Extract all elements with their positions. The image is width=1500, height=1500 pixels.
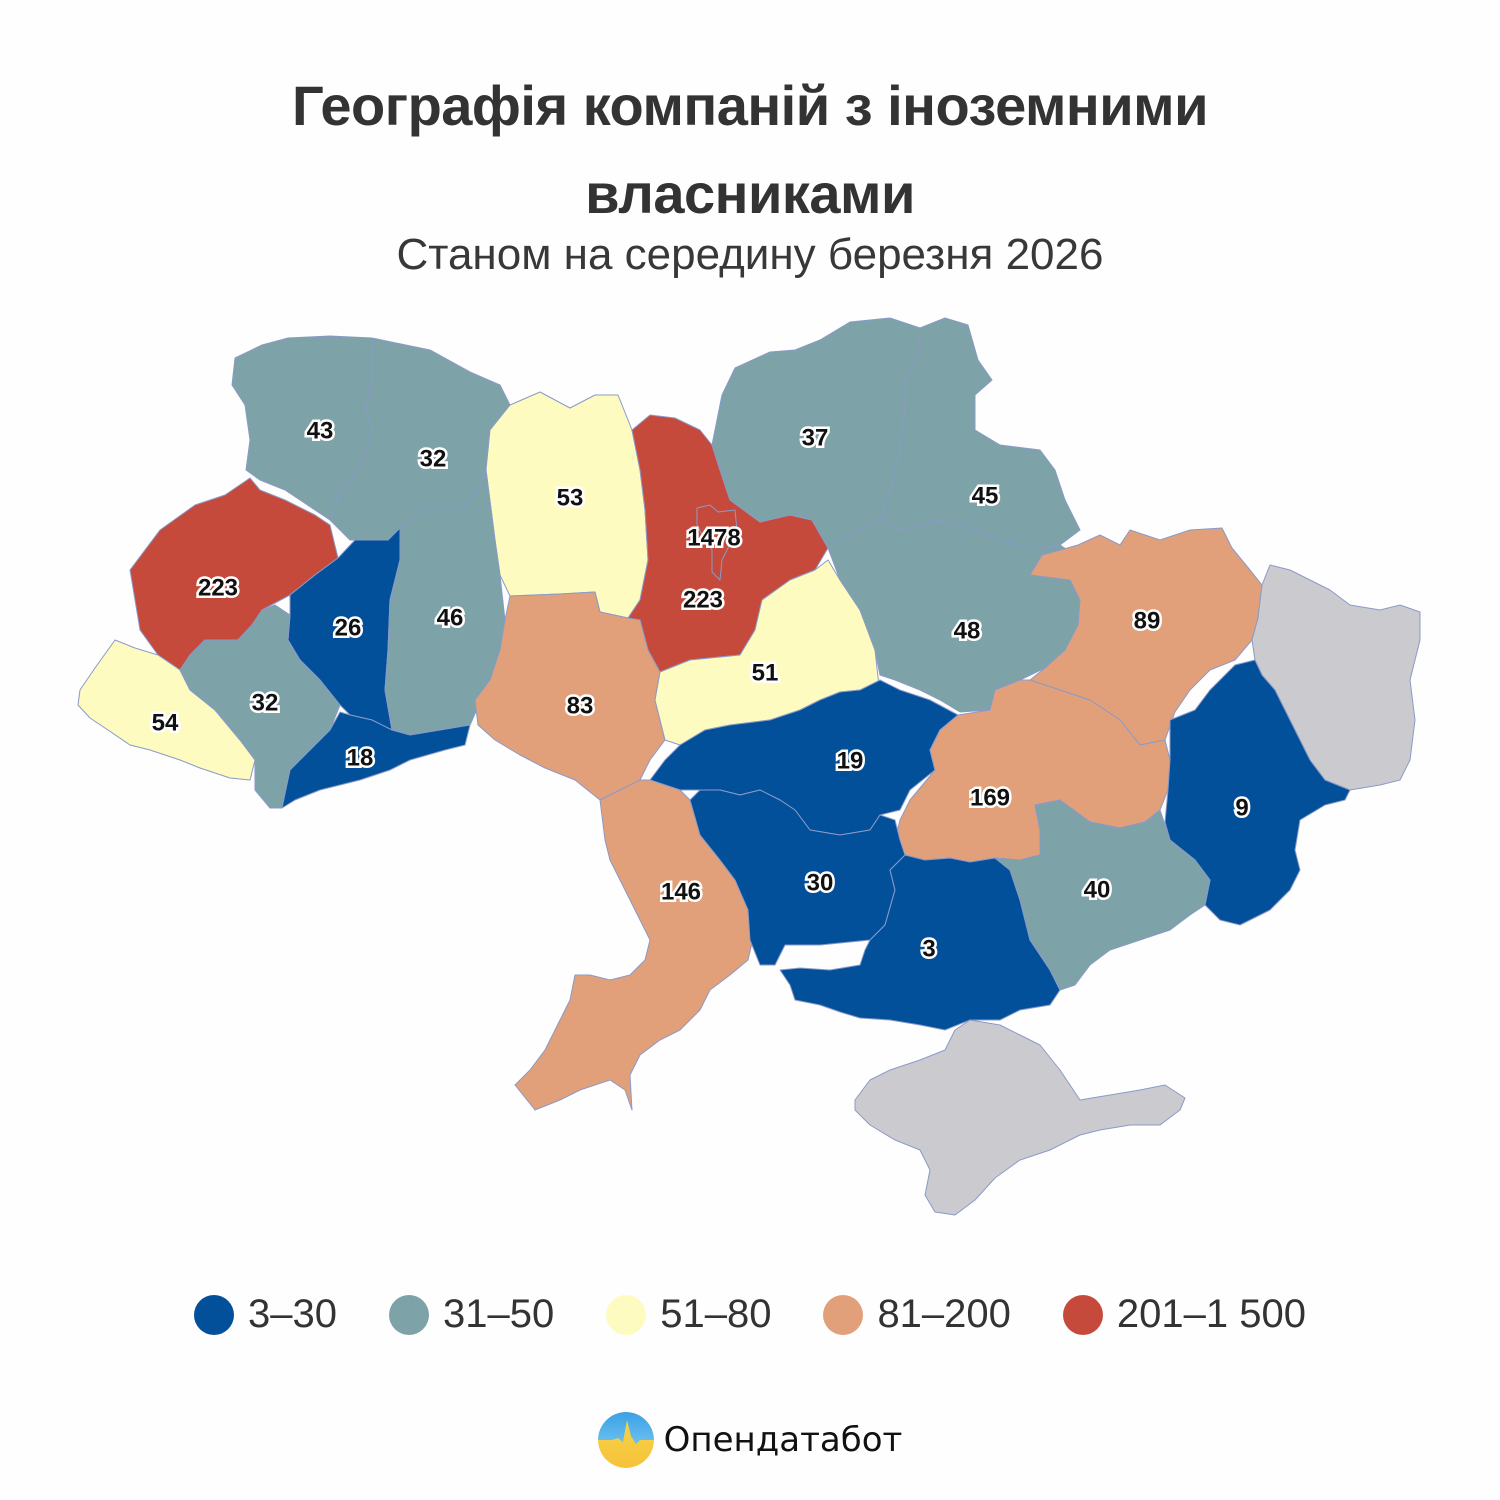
legend-label: 31–50 [442,1292,555,1336]
label-zhytomyr: 53 [557,484,584,511]
legend-item-201-1500: 201–1 500 [1062,1292,1307,1337]
legend-swatch-icon [193,1294,234,1335]
legend-label: 51–80 [660,1292,772,1336]
region-ivano-frankivsk[interactable] [179,604,341,809]
title-line-2: власниками [585,162,915,225]
region-kyiv-city[interactable] [696,504,738,581]
legend-label: 81–200 [877,1292,1011,1336]
label-chernivtsi: 18 [347,744,374,771]
label-donetsk: 9 [1235,794,1248,821]
brand-name: Опендатабот [663,1420,903,1460]
region-kherson[interactable] [779,854,1061,1031]
label-kyiv-city: 1478 [687,524,740,551]
label-khmelnytskyi: 46 [437,604,464,631]
region-kharkiv[interactable] [1029,527,1263,746]
label-poltava: 48 [954,617,981,644]
label-mykolaiv: 30 [807,869,834,896]
region-zaporizhzhia[interactable] [994,799,1211,991]
legend-swatch-icon [606,1294,647,1335]
brand-footer: Опендатабот [0,1412,1500,1468]
title-line-1: Географія компаній з іноземними [291,74,1209,137]
legend: 3–30 31–50 51–80 81–200 201–1 500 [0,1292,1500,1337]
legend-swatch-icon [388,1294,429,1335]
label-kirovohrad: 19 [837,747,864,774]
label-rivne: 32 [420,445,447,472]
legend-swatch-icon [1062,1294,1103,1335]
region-chernivtsi[interactable] [281,711,471,809]
legend-item-81-200: 81–200 [823,1292,1011,1337]
legend-swatch-icon [823,1294,864,1335]
legend-item-31-50: 31–50 [388,1292,555,1337]
map-subtitle: Станом на середину березня 2026 [396,230,1104,279]
label-zaporizhzhia: 40 [1084,876,1111,903]
label-vinnytsia: 83 [567,692,594,719]
opendatabot-logo-icon [597,1412,654,1468]
label-kharkiv: 89 [1134,607,1161,634]
label-lviv: 223 [198,574,238,601]
label-odesa: 146 [661,878,701,905]
label-cherkasy: 51 [752,659,779,686]
label-ivano-frankivsk: 32 [252,689,279,716]
legend-item-3-30: 3–30 [193,1292,337,1337]
map-title: Географія компаній з іноземними власника… [0,62,1500,238]
label-chernihiv: 37 [802,424,829,451]
label-kherson: 3 [922,935,935,962]
label-volyn: 43 [307,417,334,444]
label-kyiv-oblast: 223 [683,586,723,613]
region-zakarpattia[interactable] [77,639,256,781]
legend-item-51-80: 51–80 [606,1292,771,1337]
legend-label: 3–30 [247,1292,337,1336]
label-zakarpattia: 54 [152,709,179,736]
label-dnipropetrovsk: 169 [970,784,1010,811]
legend-label: 201–1 500 [1116,1292,1307,1336]
label-ternopil: 26 [335,614,362,641]
region-crimea[interactable] [854,1019,1186,1216]
label-sumy: 45 [972,482,999,509]
